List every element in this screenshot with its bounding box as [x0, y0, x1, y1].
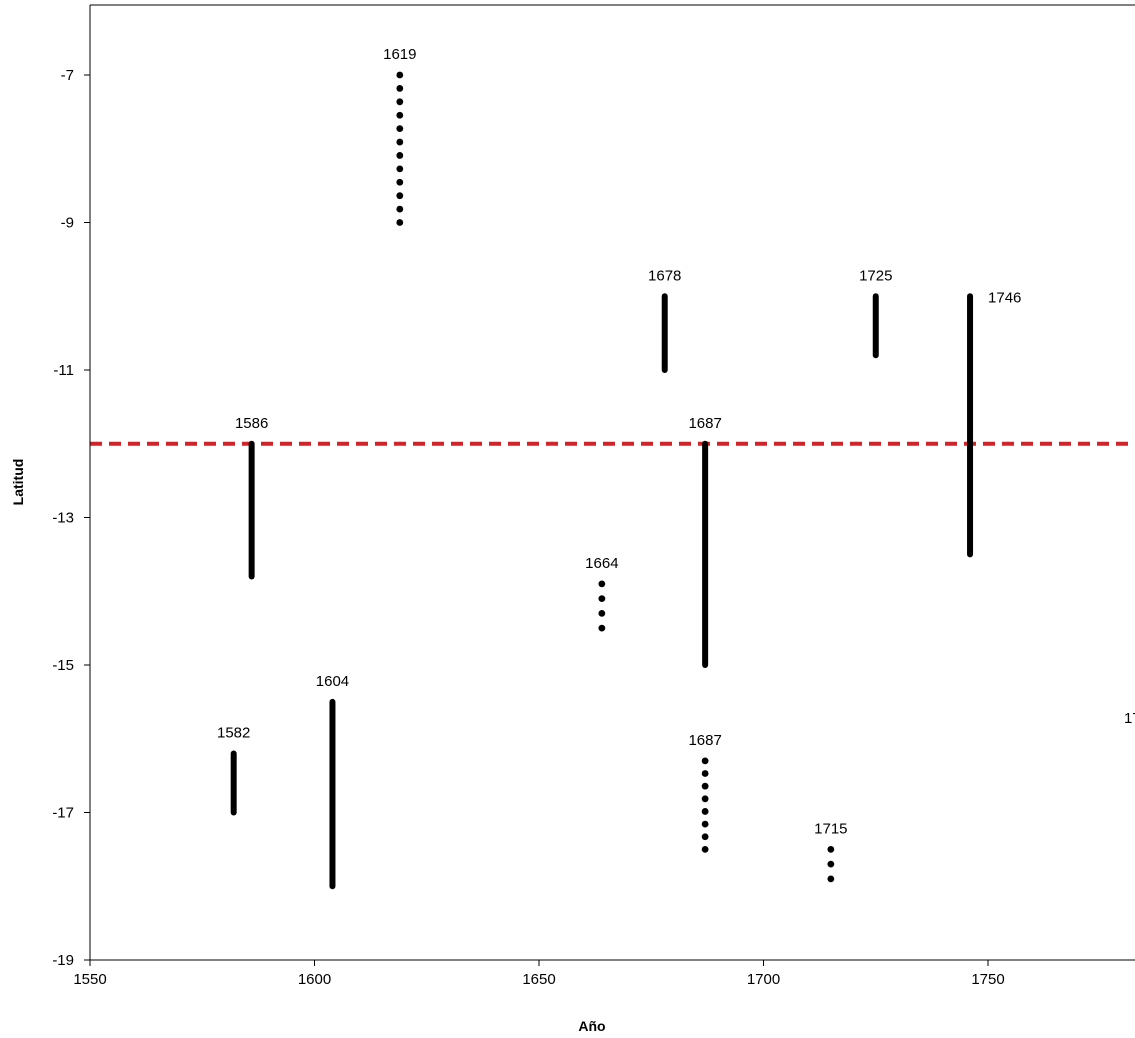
y-tick-label: -17 — [52, 805, 74, 822]
x-axis-title: Año — [578, 1018, 605, 1034]
event-label: 1586 — [235, 415, 268, 432]
event-dot — [701, 795, 709, 803]
x-tick-label: 1600 — [298, 971, 331, 988]
y-tick-label: -11 — [53, 362, 74, 379]
event-dot — [827, 860, 835, 868]
event-dot — [396, 219, 404, 226]
event-dot — [396, 205, 404, 213]
event-label: 1746 — [988, 289, 1021, 306]
event-label: 1582 — [217, 725, 250, 742]
event-dot — [701, 770, 709, 777]
event-label: 1687 — [688, 732, 721, 749]
event-dot — [701, 820, 709, 828]
event-marks-layer — [230, 71, 974, 890]
y-tick-label: -13 — [52, 510, 74, 527]
event-dot — [396, 192, 404, 200]
axes-layer: -7 -9 -11 -13 -15 -17 -19 1550 1600 1650 1700 1750 1… — [52, 4, 1135, 988]
event-dot — [598, 595, 606, 603]
event-label: 1725 — [859, 267, 892, 284]
event-label: 1619 — [383, 46, 416, 63]
event-dot — [701, 757, 709, 765]
event-label: 1664 — [585, 555, 618, 572]
event-label: 1678 — [648, 267, 681, 284]
event-dot — [396, 138, 404, 146]
x-tick-label: 1550 — [73, 971, 106, 988]
event-dot — [701, 808, 709, 815]
event-dot — [396, 111, 404, 119]
event-dot — [701, 833, 709, 841]
event-dot — [598, 580, 606, 588]
y-tick-label: -9 — [61, 215, 74, 232]
event-label: 1715 — [814, 820, 847, 837]
event-label: 1604 — [316, 673, 349, 690]
event-dot — [396, 125, 404, 133]
event-dot — [598, 624, 606, 632]
y-tick-label: -15 — [52, 657, 74, 674]
event-dot — [827, 875, 835, 883]
y-axis-title: Latitud — [10, 459, 26, 506]
event-dot — [396, 98, 404, 106]
event-label: 1687 — [688, 415, 721, 432]
event-dot — [396, 152, 404, 159]
event-dot — [396, 85, 404, 92]
event-dot — [827, 845, 835, 853]
event-dot — [396, 165, 404, 173]
event-label: 1784 — [1124, 710, 1135, 727]
event-dot — [598, 609, 606, 617]
x-tick-label: 1750 — [971, 971, 1004, 988]
event-dot — [701, 845, 709, 853]
x-tick-label: 1700 — [747, 971, 780, 988]
event-labels-layer: 1582 1586 1604 1619 1664 1678 1687 1687 1715 1725… — [217, 46, 1135, 837]
event-dot — [396, 178, 404, 186]
event-dot — [701, 782, 709, 790]
y-tick-label: -7 — [61, 67, 74, 84]
y-tick-label: -19 — [52, 952, 74, 969]
event-dot — [396, 71, 404, 79]
x-tick-label: 1650 — [522, 971, 555, 988]
